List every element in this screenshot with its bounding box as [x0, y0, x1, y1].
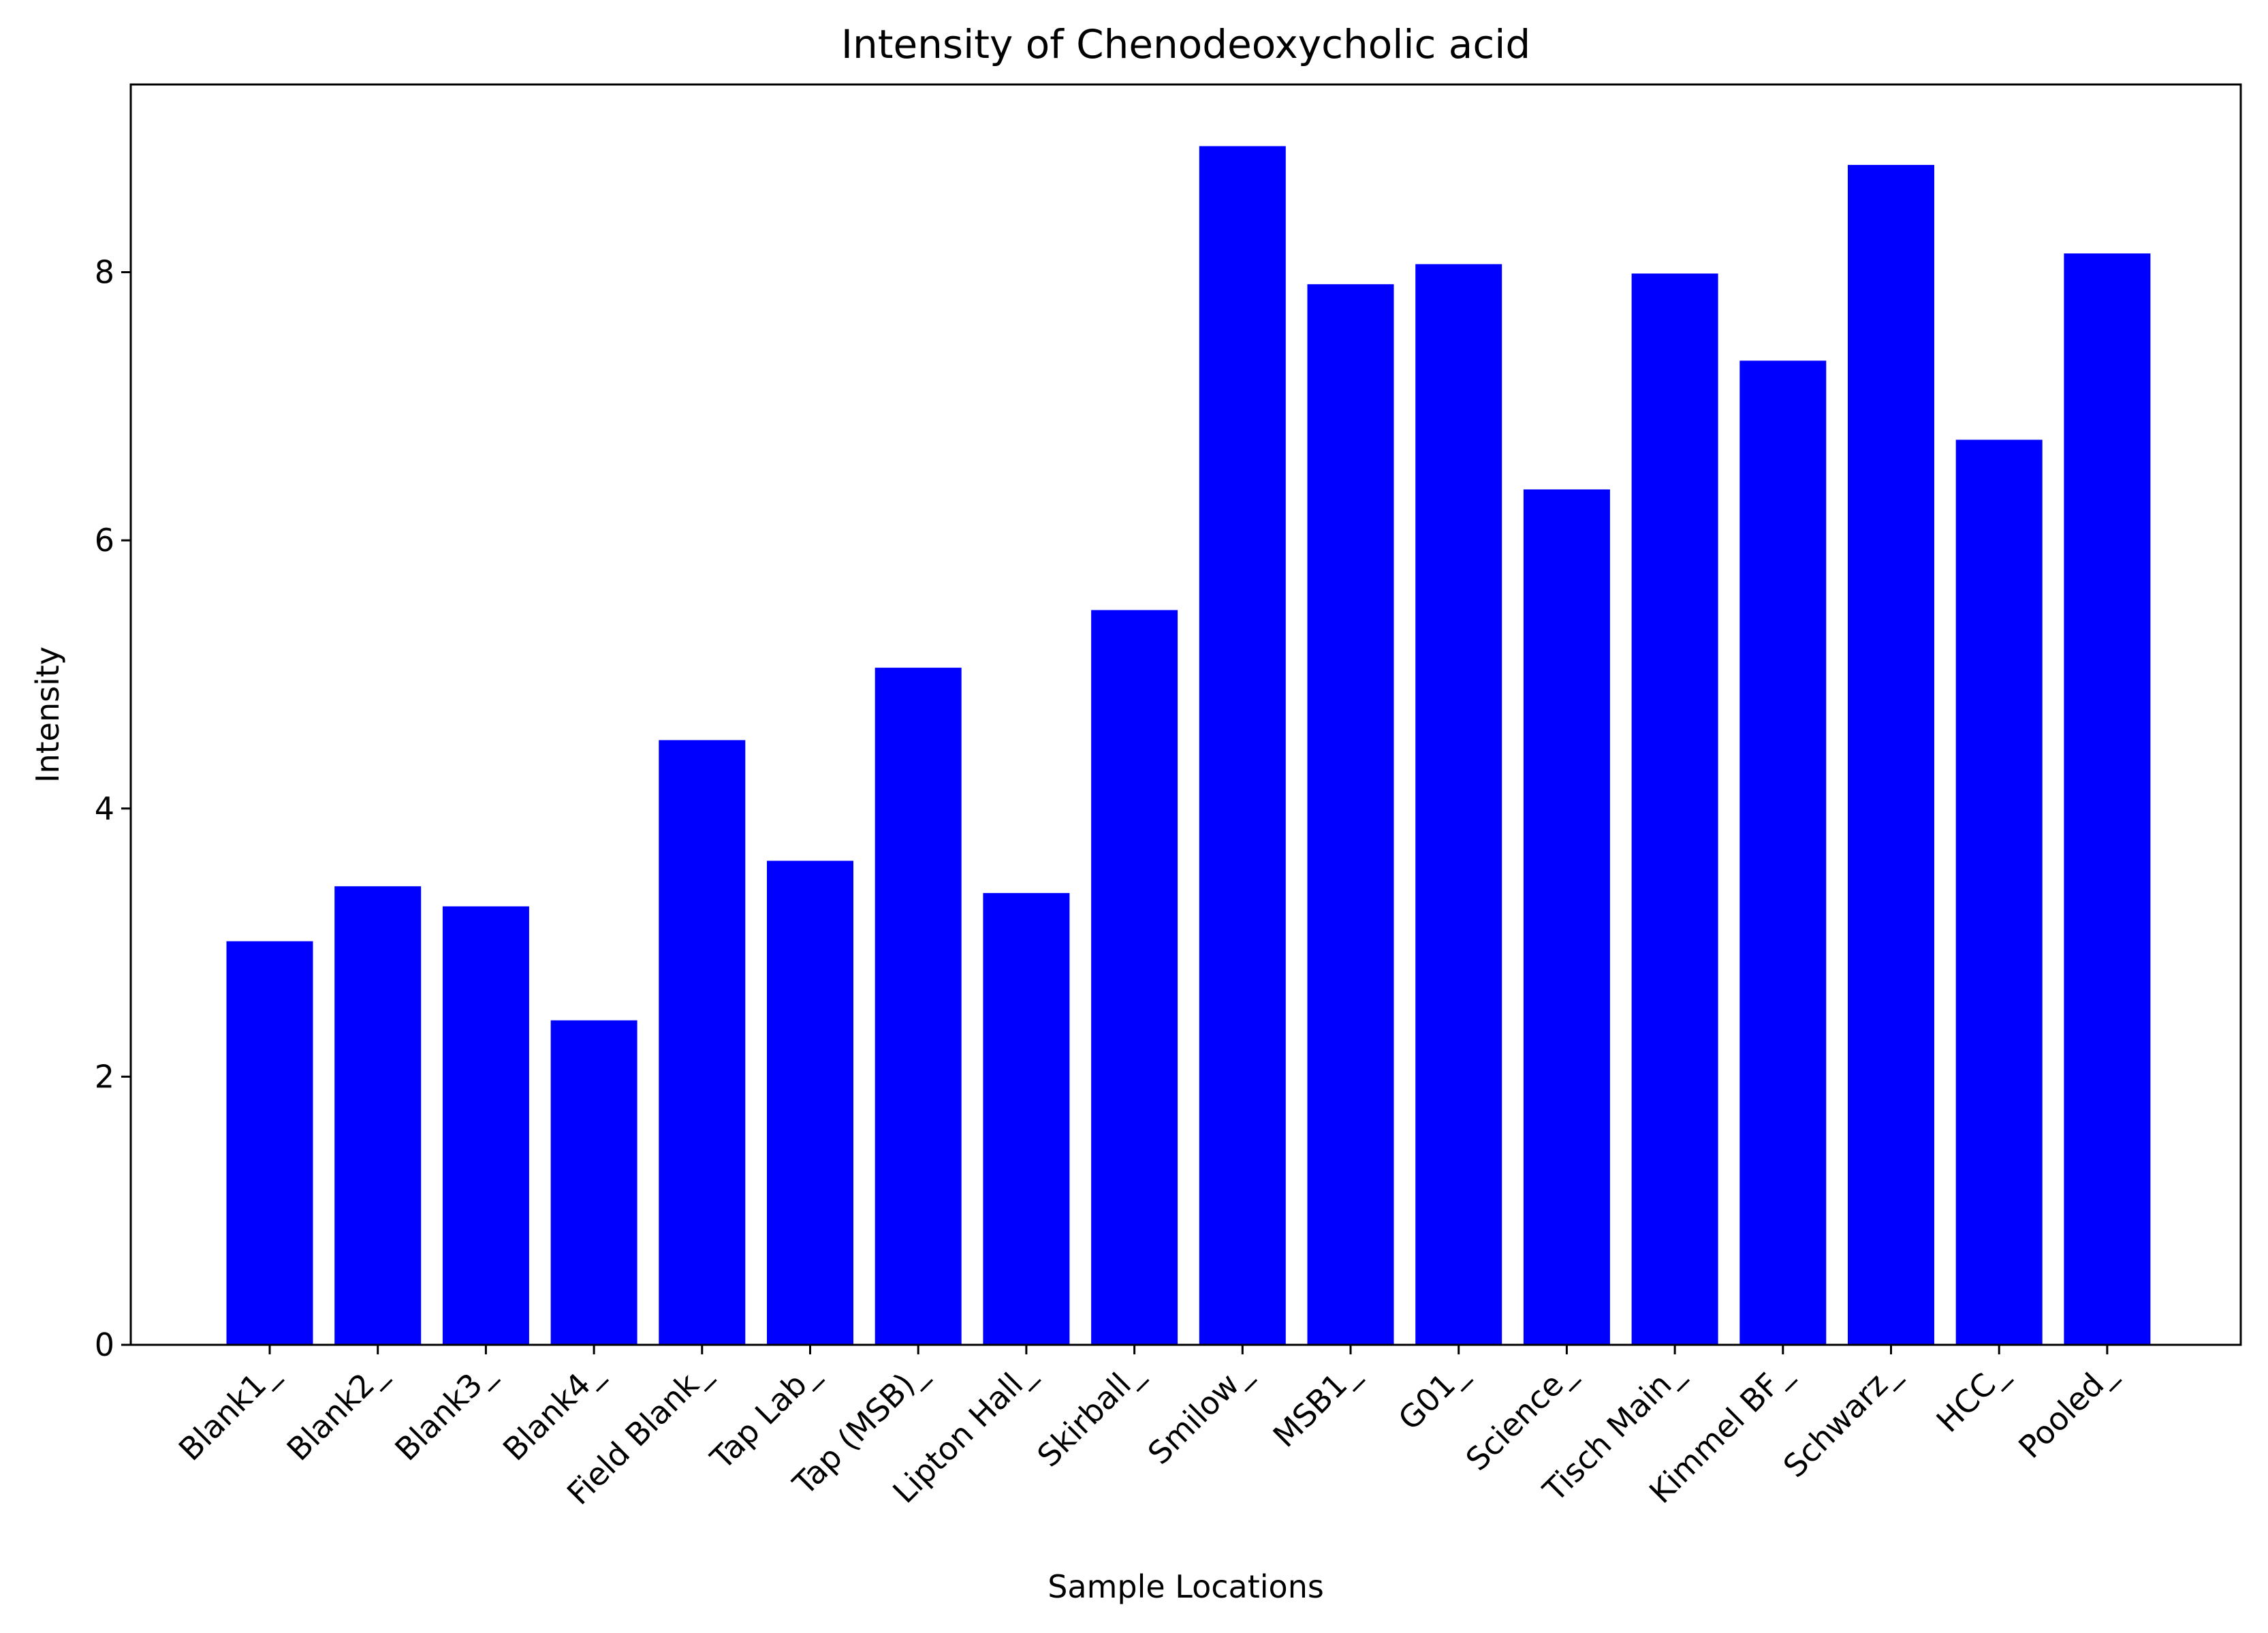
- y-tick-label: 0: [95, 1326, 114, 1363]
- bar: [1091, 610, 1178, 1345]
- y-tick-label: 4: [95, 790, 114, 827]
- bar: [767, 860, 853, 1345]
- y-tick-label: 6: [95, 522, 114, 559]
- chart-title: Intensity of Chenodeoxycholic acid: [841, 21, 1530, 67]
- bar: [1739, 360, 1827, 1345]
- bar: [1199, 146, 1286, 1345]
- bar: [1955, 439, 2043, 1345]
- bar: [550, 1020, 637, 1345]
- y-axis: 0 2 4 6 8: [95, 254, 131, 1363]
- bar: [1848, 165, 1934, 1346]
- bar: [334, 886, 422, 1345]
- bar: [442, 906, 529, 1345]
- bar: [1307, 284, 1394, 1346]
- x-axis-label: Sample Locations: [1048, 1568, 1324, 1605]
- bar: [983, 892, 1070, 1345]
- y-tick-label: 8: [95, 254, 114, 291]
- bar: [1631, 273, 1718, 1345]
- bar: [1415, 264, 1502, 1346]
- bar: [2064, 253, 2151, 1345]
- bar: [875, 668, 962, 1345]
- bar: [1523, 489, 1610, 1345]
- bar: [226, 941, 313, 1345]
- y-axis-label: Intensity: [29, 647, 66, 783]
- plot-frame: [129, 83, 2242, 1346]
- bars-group: [226, 146, 2151, 1346]
- bar: [659, 740, 746, 1345]
- y-tick-label: 2: [95, 1058, 114, 1095]
